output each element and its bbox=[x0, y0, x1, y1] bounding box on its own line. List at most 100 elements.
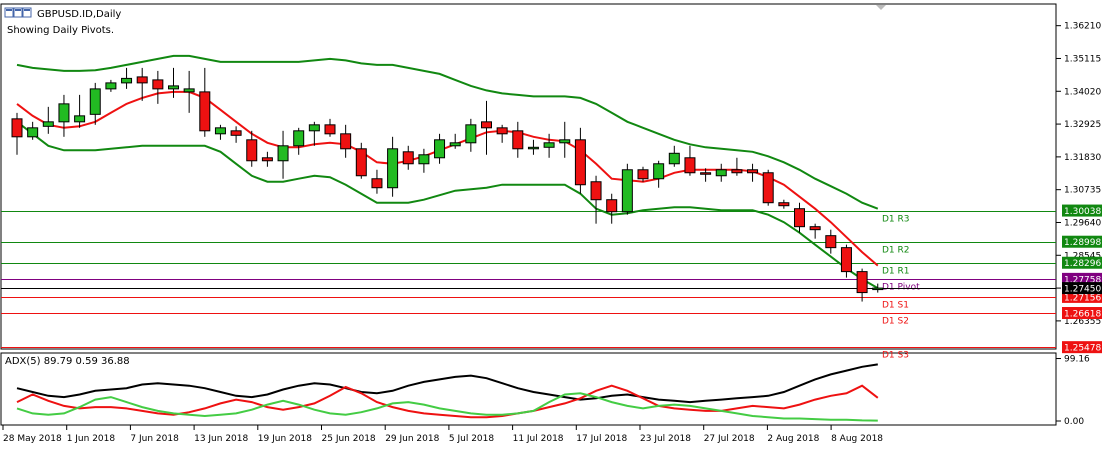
candle-body-1 bbox=[27, 127, 39, 138]
time-tick-label-0: 28 May 2018 bbox=[3, 434, 62, 444]
pivot-label-0: D1 R3 bbox=[882, 215, 910, 225]
candle-body-6 bbox=[105, 82, 117, 90]
candle-body-51 bbox=[809, 226, 821, 231]
candle-body-34 bbox=[543, 142, 555, 148]
candle-body-55 bbox=[872, 287, 884, 291]
candle-body-54 bbox=[856, 271, 868, 294]
adx-series-0 bbox=[16, 363, 878, 404]
candle-body-39 bbox=[621, 169, 633, 213]
candle-body-14 bbox=[230, 130, 242, 136]
candle-body-29 bbox=[465, 124, 477, 144]
price-tick-label-3: 1.32925 bbox=[1064, 120, 1101, 130]
candle-body-50 bbox=[794, 208, 805, 228]
price-tick-label-2: 1.34020 bbox=[1064, 87, 1101, 97]
adx-title: ADX(5) 89.79 0.59 36.88 bbox=[5, 356, 130, 367]
price-badge-label-5: 1.26618 bbox=[1064, 310, 1101, 320]
candle-body-26 bbox=[418, 154, 430, 165]
price-tick-label-0: 1.36210 bbox=[1064, 22, 1101, 32]
candle-body-23 bbox=[371, 178, 383, 189]
candle-body-40 bbox=[637, 169, 649, 180]
candle-body-21 bbox=[340, 133, 352, 150]
candle-body-33 bbox=[527, 146, 539, 150]
time-tick-label-4: 19 Jun 2018 bbox=[258, 434, 312, 444]
candle-body-20 bbox=[324, 124, 336, 135]
candle-body-53 bbox=[840, 247, 852, 273]
candle-body-2 bbox=[42, 121, 54, 127]
candle-body-49 bbox=[778, 202, 790, 207]
price-tick-label-4: 1.31830 bbox=[1064, 153, 1101, 163]
current-price-badge bbox=[1062, 282, 1102, 295]
price-badge-label-6: 1.25478 bbox=[1064, 344, 1101, 354]
adx-tick-label-1: 0.00 bbox=[1064, 417, 1084, 427]
price-tick-label-1: 1.35115 bbox=[1064, 54, 1101, 64]
candle-body-42 bbox=[668, 152, 680, 165]
adx-series-2 bbox=[16, 392, 878, 422]
candle-body-5 bbox=[89, 88, 101, 115]
candle-body-13 bbox=[214, 127, 226, 135]
candle-body-31 bbox=[496, 127, 508, 135]
time-tick-label-13: 8 Aug 2018 bbox=[831, 434, 883, 444]
candle-body-3 bbox=[58, 103, 70, 123]
candle-body-11 bbox=[183, 88, 195, 93]
price-tick-label-9: 1.26355 bbox=[1064, 317, 1101, 327]
candle-body-27 bbox=[434, 139, 446, 159]
candle-body-45 bbox=[715, 169, 727, 177]
candle-body-12 bbox=[199, 91, 211, 132]
candle-body-16 bbox=[261, 157, 273, 162]
candle-body-32 bbox=[512, 130, 524, 150]
candle-body-30 bbox=[481, 121, 492, 129]
time-tick-label-11: 27 Jul 2018 bbox=[704, 434, 755, 444]
time-tick-label-12: 2 Aug 2018 bbox=[767, 434, 819, 444]
chart-subtitle: Showing Daily Pivots. bbox=[7, 25, 114, 36]
chart-shift-marker[interactable] bbox=[876, 5, 886, 10]
pivot-label-4: D1 S1 bbox=[882, 301, 909, 311]
candle-body-36 bbox=[574, 139, 586, 186]
pivot-label-2: D1 R1 bbox=[882, 267, 910, 277]
price-badge-label-4: 1.27156 bbox=[1064, 293, 1101, 303]
current-price-label: 1.27450 bbox=[1064, 285, 1101, 295]
time-tick-label-6: 29 Jun 2018 bbox=[385, 434, 439, 444]
candle-body-48 bbox=[762, 172, 774, 204]
candle-body-10 bbox=[168, 85, 179, 90]
candle-body-7 bbox=[121, 77, 133, 84]
price-tick-label-7: 1.28545 bbox=[1064, 251, 1101, 261]
candle-body-8 bbox=[136, 76, 148, 84]
adx-lines bbox=[16, 363, 879, 422]
candle-body-38 bbox=[606, 199, 618, 213]
price-tick-label-5: 1.30735 bbox=[1064, 186, 1101, 196]
candle-body-19 bbox=[308, 124, 320, 132]
time-axis: 28 May 2018 1 Jun 2018 7 Jun 2018 13 Jun 20… bbox=[2, 425, 883, 444]
chart-window-icon bbox=[4, 7, 32, 18]
price-badge-label-2: 1.28296 bbox=[1064, 259, 1101, 269]
candle-body-35 bbox=[559, 139, 571, 144]
price-badges: 1.30038 1.28998 1.28296 1.27758 1.27156 1.266… bbox=[1062, 204, 1102, 354]
time-tick-label-7: 5 Jul 2018 bbox=[449, 434, 494, 444]
candle-body-9 bbox=[152, 79, 164, 90]
time-tick-label-3: 13 Jun 2018 bbox=[194, 434, 248, 444]
time-tick-label-9: 17 Jul 2018 bbox=[576, 434, 627, 444]
candle-body-43 bbox=[684, 157, 696, 174]
price-badge-5 bbox=[1062, 307, 1102, 320]
candle-body-18 bbox=[293, 130, 305, 147]
pivot-label-6: D1 S3 bbox=[882, 351, 909, 361]
candle-body-24 bbox=[387, 148, 399, 189]
price-badge-label-1: 1.28998 bbox=[1064, 238, 1101, 248]
candle-body-47 bbox=[747, 169, 759, 174]
price-badge-1 bbox=[1062, 235, 1102, 248]
time-tick-label-1: 1 Jun 2018 bbox=[67, 434, 116, 444]
candle-body-0 bbox=[11, 118, 23, 138]
adx-tick-label-0: 99.16 bbox=[1064, 355, 1090, 365]
price-panel[interactable] bbox=[0, 3, 1057, 350]
candles bbox=[11, 67, 884, 302]
price-badge-6 bbox=[1062, 341, 1102, 354]
candle-body-4 bbox=[74, 115, 86, 123]
candle-body-17 bbox=[277, 145, 289, 162]
adx-series-1 bbox=[16, 384, 879, 419]
price-badge-label-3: 1.27758 bbox=[1064, 275, 1101, 285]
pivot-label-5: D1 S2 bbox=[882, 317, 909, 327]
price-badge-2 bbox=[1062, 256, 1102, 269]
price-badge-0 bbox=[1062, 204, 1102, 217]
price-tick-label-6: 1.29640 bbox=[1064, 218, 1101, 228]
time-tick-label-8: 11 Jul 2018 bbox=[513, 434, 564, 444]
